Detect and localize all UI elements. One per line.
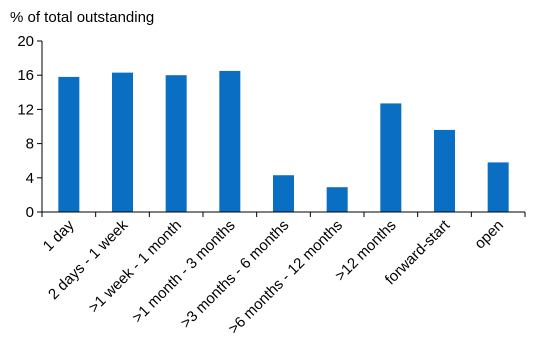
bar — [219, 70, 241, 212]
y-tick-label: 4 — [26, 170, 34, 187]
bar — [487, 162, 509, 212]
y-tick-label: 8 — [26, 136, 34, 153]
x-tick-label: >1 month - 3 months — [129, 217, 239, 327]
y-axis-label: % of total outstanding — [10, 9, 155, 26]
bar — [112, 72, 133, 212]
y-tick-label: 12 — [17, 101, 34, 118]
x-tick-label: >1 week - 1 month — [85, 217, 185, 317]
bar — [165, 75, 187, 212]
y-tick-label: 0 — [26, 204, 34, 221]
bar — [273, 175, 294, 212]
y-axis-ticks: 0 4 8 12 16 20 — [17, 33, 42, 221]
x-tick-label: 1 day — [40, 216, 78, 254]
bar — [380, 103, 402, 212]
x-tick-label: >3 months - 6 months — [177, 217, 292, 332]
bar — [58, 76, 80, 212]
bar — [434, 129, 455, 212]
bars — [58, 70, 509, 212]
y-tick-label: 16 — [17, 67, 34, 84]
y-tick-label: 20 — [17, 33, 34, 50]
bar — [326, 187, 348, 212]
x-tick-label: open — [471, 217, 507, 253]
